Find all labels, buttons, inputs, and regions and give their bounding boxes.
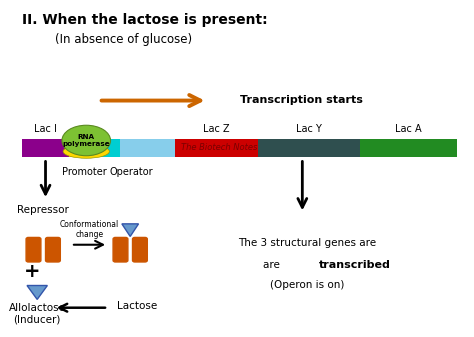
Text: II. When the lactose is present:: II. When the lactose is present: (22, 13, 268, 27)
Text: Operator: Operator (109, 167, 153, 177)
Text: Promoter: Promoter (63, 167, 107, 177)
Ellipse shape (62, 125, 110, 156)
Ellipse shape (63, 145, 109, 158)
Bar (360, 139, 457, 157)
Polygon shape (122, 224, 138, 237)
Text: are: are (263, 259, 286, 270)
Text: transcribed: transcribed (319, 259, 391, 270)
Text: (In absence of glucose): (In absence of glucose) (55, 33, 192, 45)
Polygon shape (27, 285, 47, 299)
FancyBboxPatch shape (46, 238, 60, 262)
Text: Repressor: Repressor (17, 205, 69, 215)
FancyBboxPatch shape (133, 238, 147, 262)
Bar (22, 139, 69, 157)
Text: Allolactose
(Inducer): Allolactose (Inducer) (9, 303, 66, 324)
Text: Lac Z: Lac Z (203, 124, 230, 134)
FancyBboxPatch shape (113, 238, 128, 262)
Bar (119, 139, 175, 157)
Text: The 3 structural genes are: The 3 structural genes are (238, 238, 376, 248)
Text: Conformational
change: Conformational change (60, 220, 119, 239)
FancyBboxPatch shape (26, 238, 41, 262)
Bar (69, 139, 101, 157)
Text: +: + (24, 262, 41, 281)
Text: Lac A: Lac A (395, 124, 422, 134)
Text: Lactose: Lactose (117, 301, 157, 311)
Text: Lac I: Lac I (34, 124, 57, 134)
Text: (Operon is on): (Operon is on) (270, 279, 344, 289)
Bar (175, 139, 258, 157)
Bar (258, 139, 360, 157)
Text: RNA
polymerase: RNA polymerase (63, 134, 110, 147)
Bar (101, 139, 119, 157)
Text: Lac Y: Lac Y (296, 124, 322, 134)
Text: Transcription starts: Transcription starts (240, 95, 363, 104)
Text: The Biotech Notes: The Biotech Notes (181, 143, 257, 152)
